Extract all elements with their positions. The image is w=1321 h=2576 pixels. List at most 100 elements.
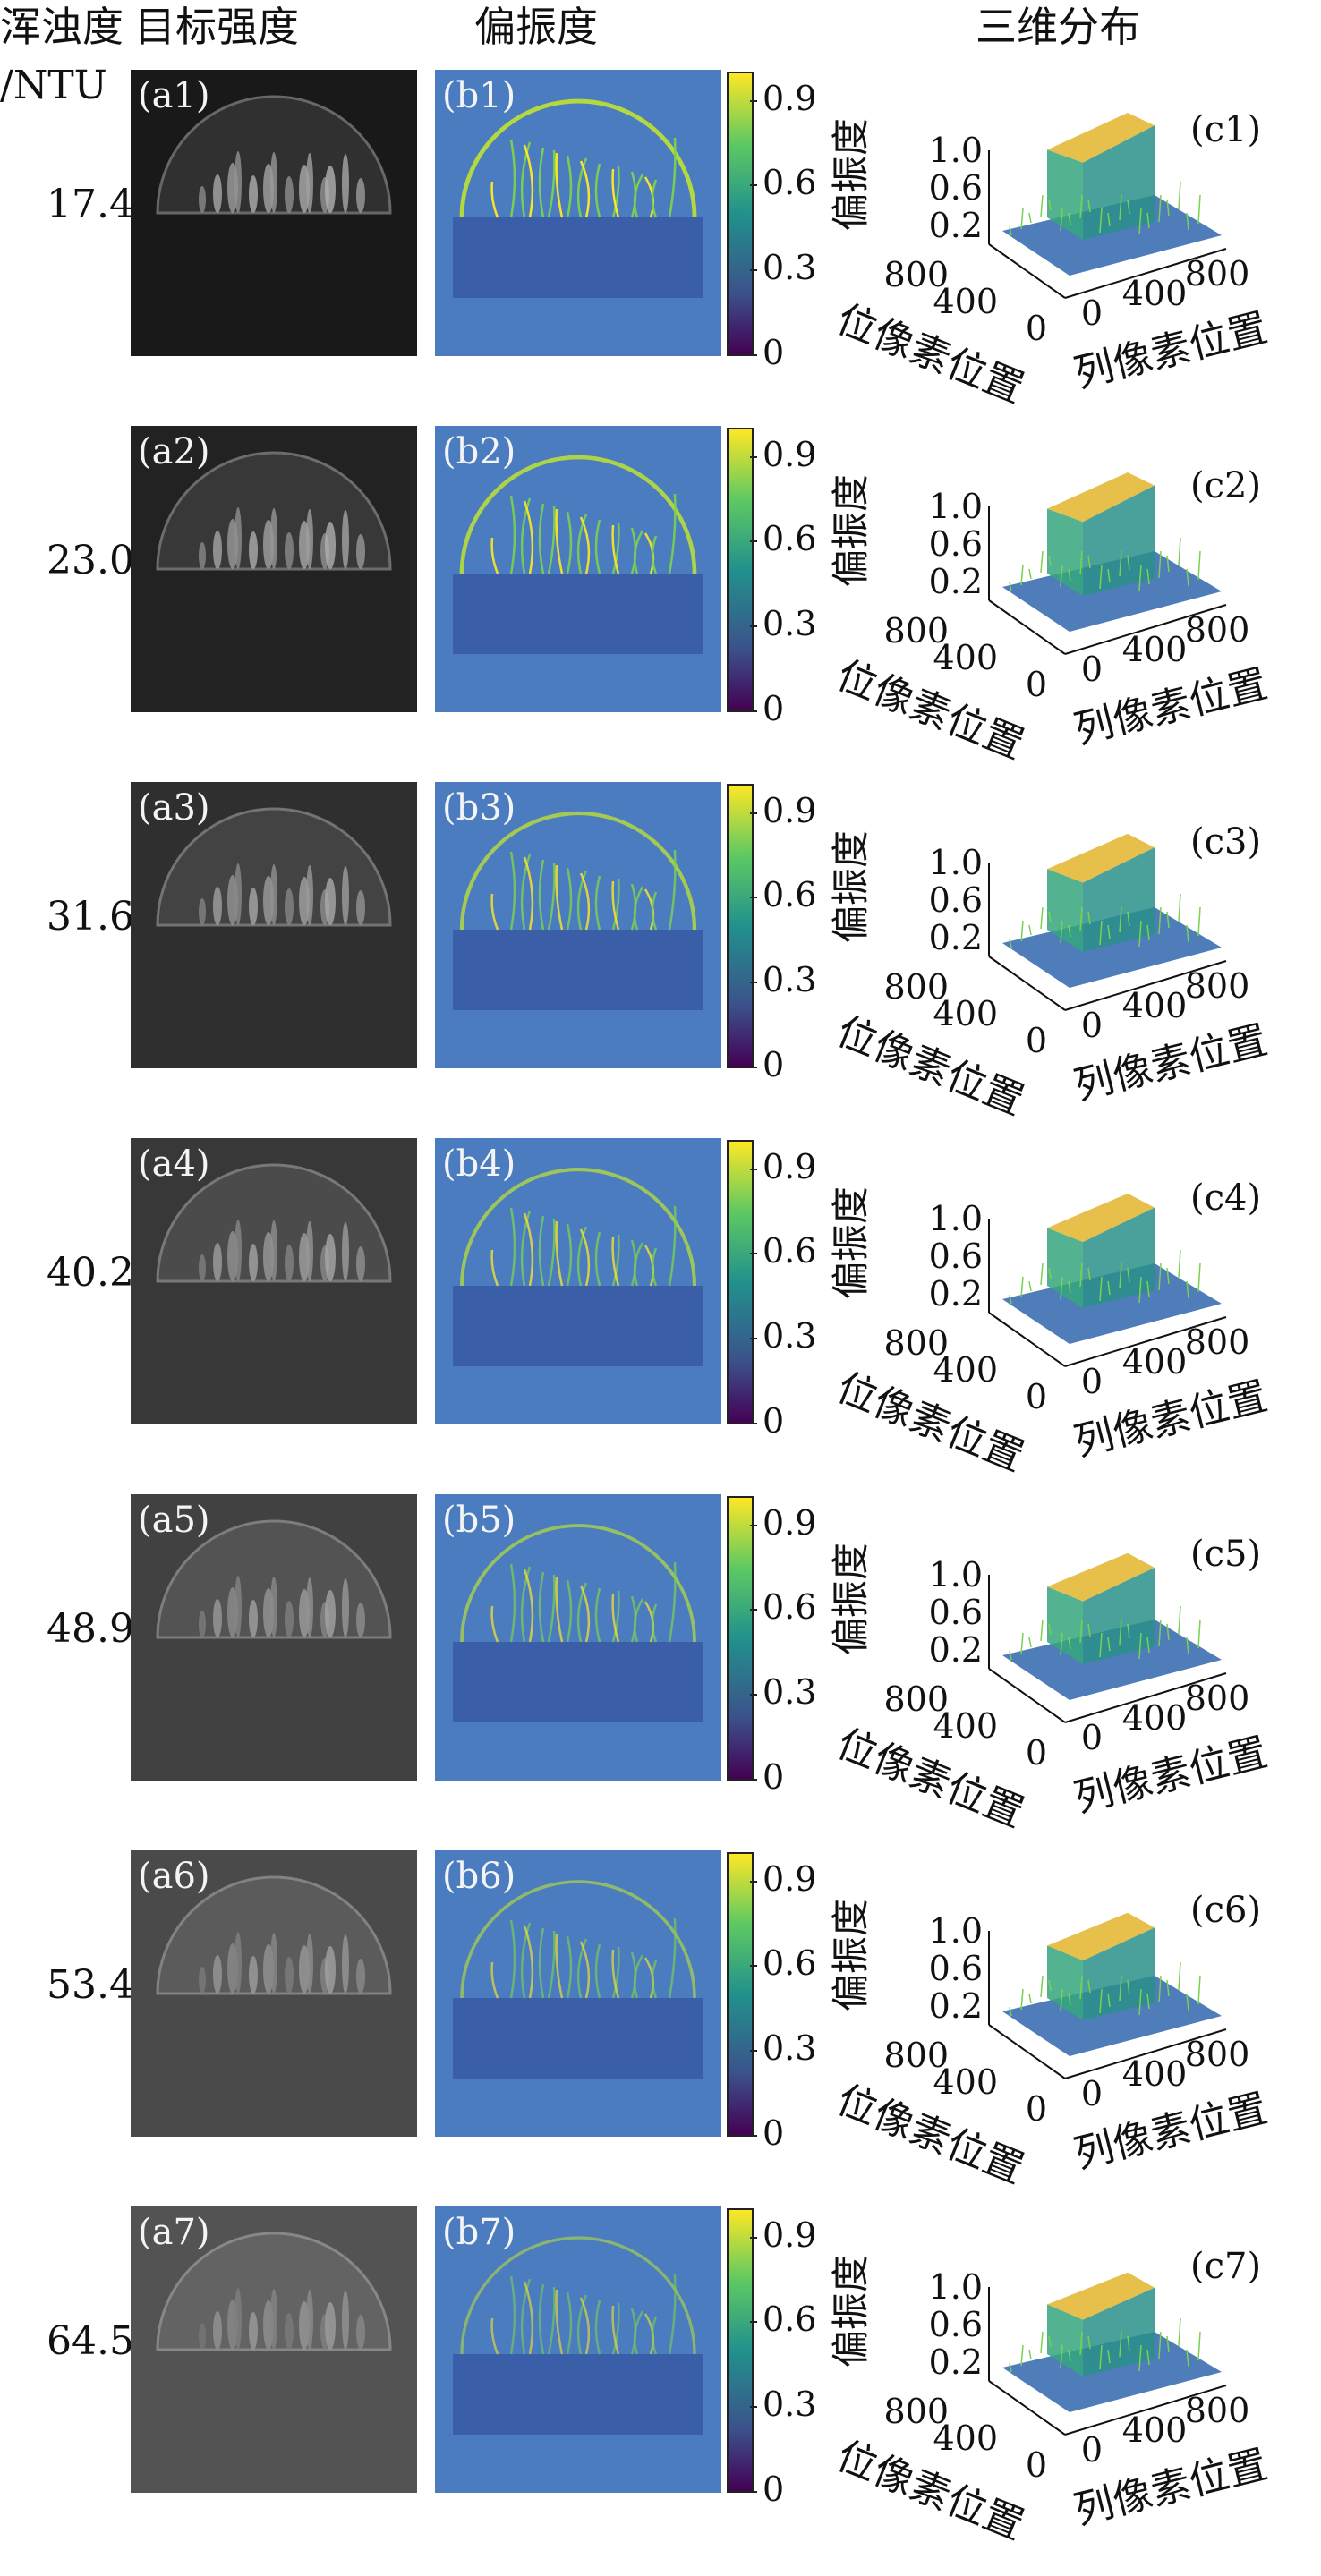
pol-stem <box>576 157 588 218</box>
intensity-scene <box>156 2232 392 2351</box>
pol-stem <box>509 851 516 931</box>
pol-background <box>435 1850 721 2137</box>
turbidity-value: 23.0 <box>47 538 134 583</box>
row-axis-label: 位像素位置 <box>831 2077 1030 2193</box>
col-tick-label: 400 <box>1122 1698 1188 1738</box>
colorbar-tick-label: 0.6 <box>763 519 817 559</box>
panel-label-c: (c4) <box>1190 1177 1261 1219</box>
surface-spike <box>1040 2331 1044 2354</box>
surface-spike <box>1166 1979 1170 1997</box>
surface-spike <box>1009 2362 1012 2373</box>
pol-stem <box>566 1223 573 1287</box>
pol-stem <box>633 1954 644 1999</box>
turbidity-value: 48.9 <box>47 1606 134 1652</box>
colorbar <box>727 428 754 712</box>
surface-spike <box>1087 911 1091 925</box>
header-turbidity-unit: /NTU <box>0 63 107 108</box>
pol-background <box>435 70 721 356</box>
surface-spike <box>1079 2331 1083 2356</box>
colorbar-tick-mark <box>750 1694 757 1696</box>
surface-spike <box>1068 1993 1071 2006</box>
colorbar-tick-label: 0.3 <box>763 604 817 644</box>
surface-spike <box>1158 2331 1162 2359</box>
intensity-scene <box>156 1875 392 1995</box>
col-tick-label: 0 <box>1081 293 1103 333</box>
plant-blob <box>356 890 365 925</box>
pol-stem <box>538 2283 545 2355</box>
surface-spike <box>1087 2335 1091 2350</box>
surface-spike <box>1138 920 1142 948</box>
z-tick-label: 1.0 <box>929 1199 983 1238</box>
surface-spike <box>1020 1632 1024 1654</box>
surface-spike <box>1060 920 1063 944</box>
col-axis-line <box>1064 1672 1227 1723</box>
pol-stem <box>490 1605 499 1643</box>
surface-spike <box>1079 550 1083 575</box>
surface-spike <box>1040 194 1044 217</box>
pol-stem <box>611 524 620 574</box>
plant-blob <box>213 531 222 569</box>
col-axis-line <box>1064 604 1227 655</box>
pol-stem <box>611 878 620 931</box>
colorbar <box>727 1496 754 1781</box>
surface-spike <box>1099 1988 1103 2014</box>
surface-spike <box>1040 1619 1044 1642</box>
colorbar-tick-mark <box>750 625 757 628</box>
pol-stem <box>579 516 591 574</box>
surface-spike <box>1127 1979 1130 1995</box>
surface-spike <box>1119 906 1122 933</box>
z-tick-label: 0.2 <box>929 1630 983 1670</box>
plant-blob <box>234 1932 242 1994</box>
pol-stem <box>547 506 556 574</box>
colorbar-tick-mark <box>750 2406 757 2409</box>
surface-spike <box>1087 1979 1091 1994</box>
pol-stem <box>668 1561 677 1643</box>
surface-spike <box>1158 1975 1162 2003</box>
col-tick-label: 400 <box>1122 2410 1188 2450</box>
surface-spike <box>1028 1637 1032 1648</box>
surface-spike <box>1020 564 1024 586</box>
pol-stem <box>651 891 658 931</box>
plant-blob <box>213 887 222 925</box>
pol-stem <box>523 1212 534 1287</box>
colorbar-tick-label: 0.9 <box>763 78 817 118</box>
intensity-scene <box>156 451 392 571</box>
panel-label-c: (c5) <box>1190 1534 1261 1575</box>
surface-spike <box>1158 1619 1162 1647</box>
pol-stem <box>555 864 564 931</box>
z-tick-label: 1.0 <box>929 843 983 882</box>
surface-base <box>1002 907 1222 988</box>
pol-dome-edge <box>459 455 697 574</box>
pol-dome-edge <box>460 1524 696 1643</box>
pol-stem <box>594 875 601 931</box>
plant-blob <box>213 1243 222 1281</box>
panel-label-c: (c3) <box>1190 821 1261 863</box>
header-intensity: 目标强度 <box>134 3 299 51</box>
plant-blob <box>199 1967 206 1994</box>
pol-stem <box>538 1571 545 1643</box>
plant-blob <box>342 2291 349 2350</box>
z-axis-label: 偏振度 <box>829 1543 873 1655</box>
colorbar-tick-label: 0.9 <box>763 790 817 830</box>
surface-spike <box>1048 2335 1052 2348</box>
colorbar-tick-label: 0 <box>763 1401 785 1441</box>
plant-blob <box>285 532 294 569</box>
surface-spike <box>1068 1280 1071 1294</box>
pol-stem <box>611 880 620 931</box>
pol-box <box>453 574 703 654</box>
panel-label-b: (b6) <box>442 1856 516 1897</box>
surface-spike <box>1099 564 1103 590</box>
row-tick-label: 0 <box>1026 309 1047 348</box>
surface-spike <box>1040 1975 1044 1998</box>
intensity-image: (a3) <box>131 782 417 1068</box>
pol-stem <box>538 1927 545 1999</box>
surface-spike <box>1166 911 1170 929</box>
plant-blob <box>356 1959 365 1994</box>
surface-spike <box>1040 1262 1044 1286</box>
plant-blob <box>234 1576 242 1637</box>
plant-blob <box>356 1246 365 1281</box>
surface-spike <box>1060 2344 1063 2368</box>
header-turbidity-label: 浑浊度 <box>0 3 124 51</box>
intensity-image: (a5) <box>131 1494 417 1781</box>
row-axis-line <box>988 2380 1066 2436</box>
